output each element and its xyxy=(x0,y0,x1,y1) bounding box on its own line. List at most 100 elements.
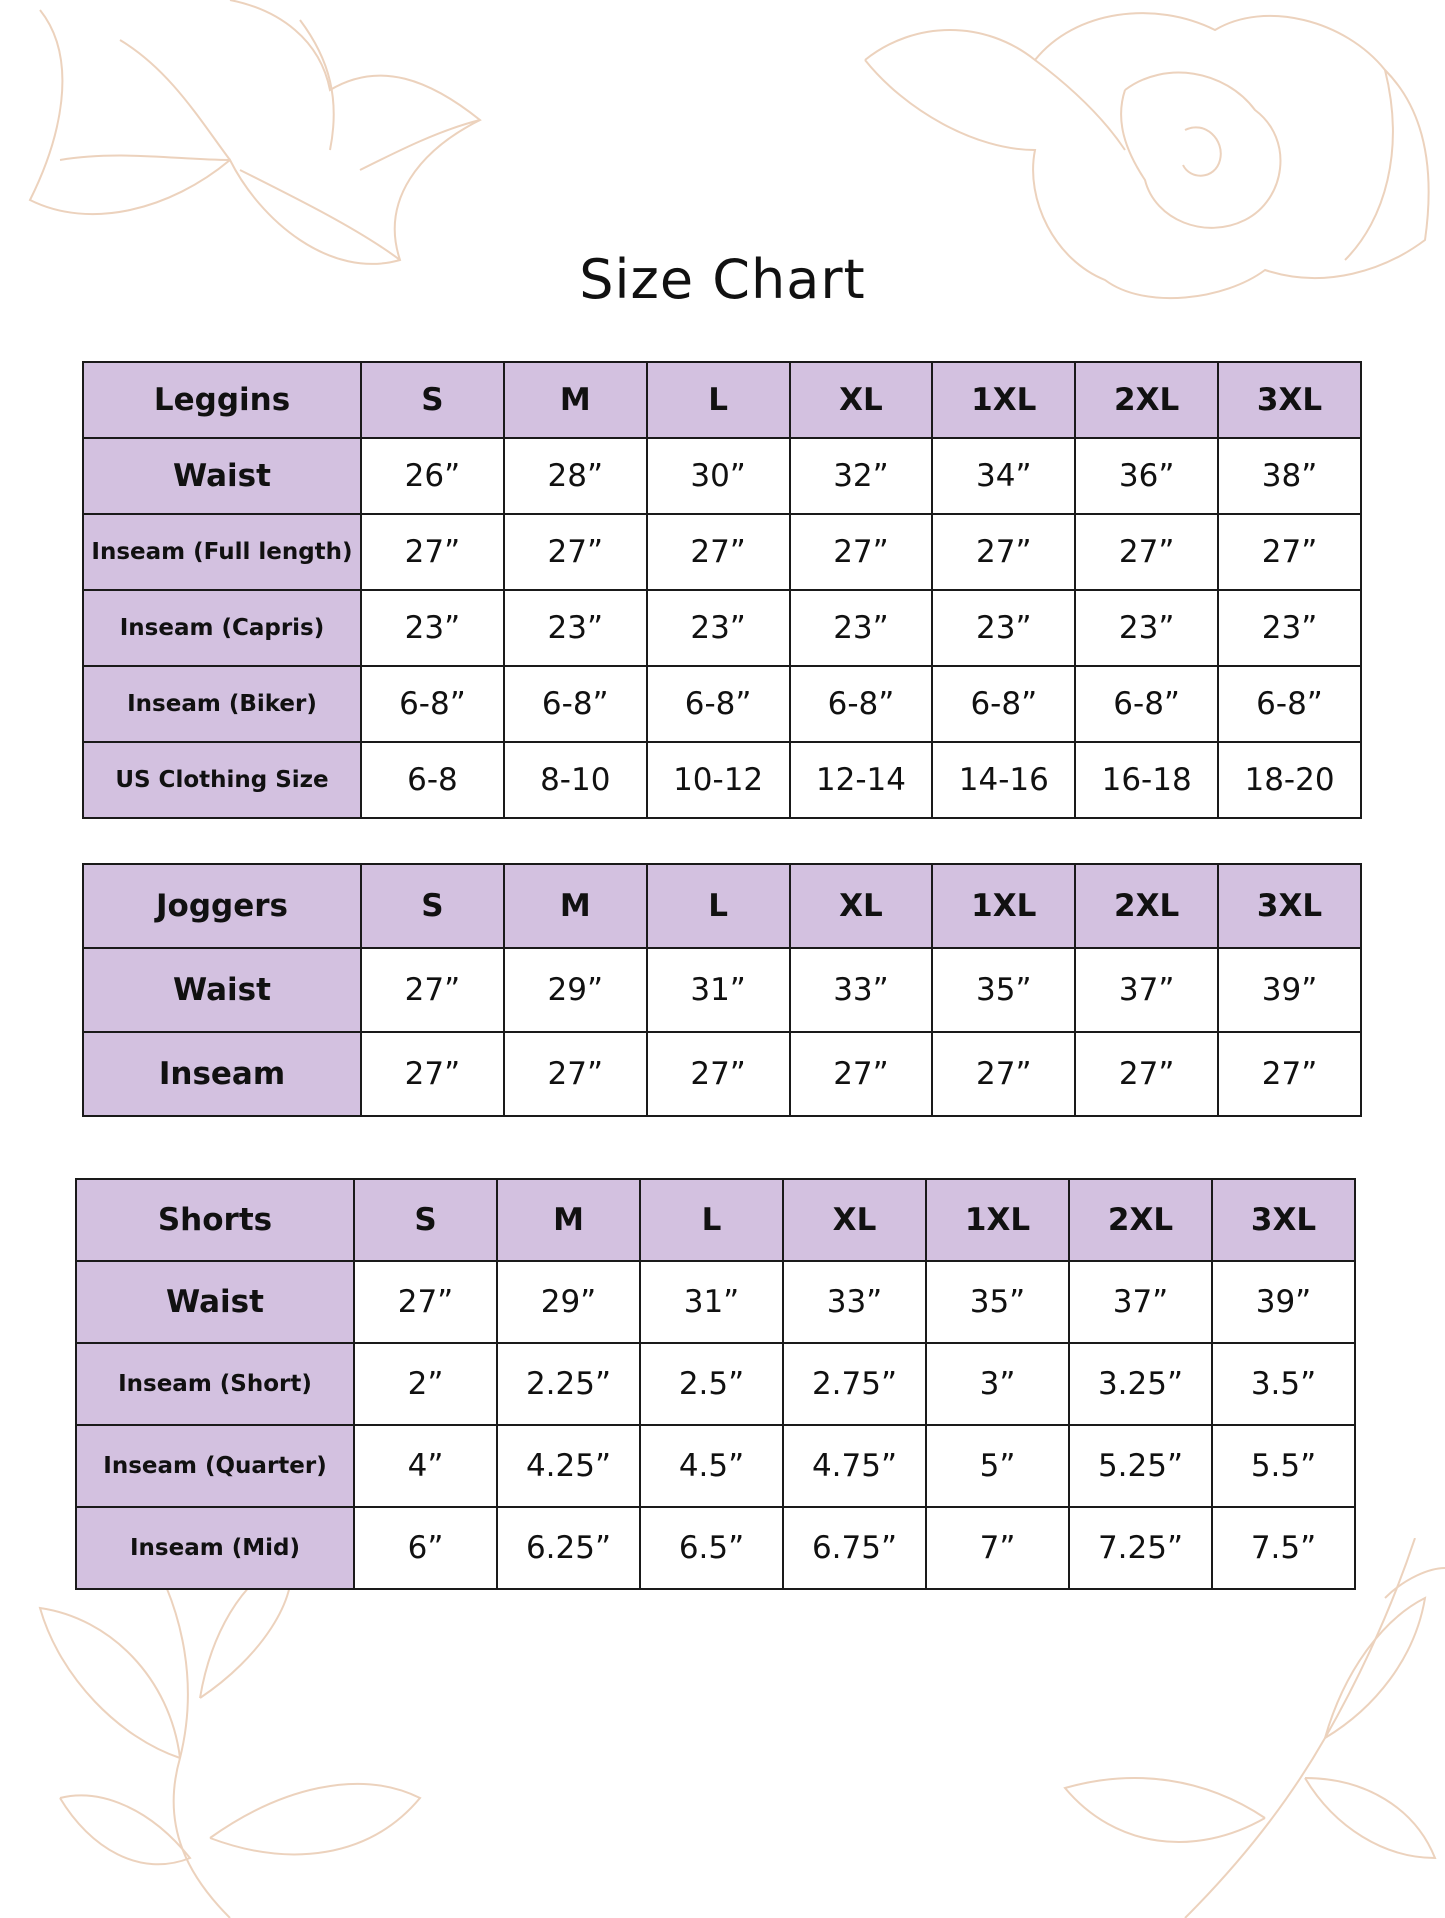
size-header-cell: L xyxy=(645,863,791,949)
measurement-cell: 4.5” xyxy=(639,1424,784,1508)
measurement-cell: 8-10 xyxy=(502,741,648,819)
table-row: US Clothing Size 6-8 8-10 10-12 12-14 14-16 16… xyxy=(82,741,1362,819)
measurement-cell: 31” xyxy=(645,947,791,1033)
measurement-cell: 30” xyxy=(645,437,791,515)
measurement-cell: 12-14 xyxy=(788,741,934,819)
row-label-cell: Inseam (Capris) xyxy=(82,589,362,667)
measurement-cell: 37” xyxy=(1074,947,1220,1033)
measurement-cell: 4.75” xyxy=(782,1424,927,1508)
size-header-cell: XL xyxy=(782,1178,927,1262)
table-row: Inseam (Quarter) 4” 4.25” 4.5” 4.75” 5” 5.25” 5… xyxy=(75,1424,1356,1508)
measurement-cell: 27” xyxy=(1074,1031,1220,1117)
measurement-cell: 33” xyxy=(788,947,934,1033)
measurement-cell: 14-16 xyxy=(931,741,1077,819)
row-label-cell: Inseam (Biker) xyxy=(82,665,362,743)
measurement-cell: 23” xyxy=(360,589,505,667)
size-header-cell: XL xyxy=(788,863,934,949)
measurement-cell: 27” xyxy=(645,513,791,591)
size-header-cell: M xyxy=(502,361,648,439)
measurement-cell: 3” xyxy=(925,1342,1070,1426)
size-header-cell: 2XL xyxy=(1074,361,1220,439)
row-label-cell: US Clothing Size xyxy=(82,741,362,819)
measurement-cell: 27” xyxy=(931,1031,1077,1117)
measurement-cell: 6-8” xyxy=(502,665,648,743)
measurement-cell: 6-8 xyxy=(360,741,505,819)
shorts-size-table: Shorts S M L XL 1XL 2XL 3XL Waist 27” 29” 31” 33” 35”… xyxy=(75,1178,1356,1590)
table-name-cell: Shorts xyxy=(75,1178,355,1262)
measurement-cell: 27” xyxy=(502,1031,648,1117)
size-header-cell: L xyxy=(645,361,791,439)
measurement-cell: 31” xyxy=(639,1260,784,1344)
row-label-cell: Waist xyxy=(82,947,362,1033)
leggins-size-table: Leggins S M L XL 1XL 2XL 3XL Waist 26” 28” 30” 32” 34… xyxy=(82,361,1362,819)
measurement-cell: 23” xyxy=(502,589,648,667)
table-row: Waist 27” 29” 31” 33” 35” 37” 39” xyxy=(82,947,1362,1033)
measurement-cell: 6” xyxy=(353,1506,498,1590)
measurement-cell: 27” xyxy=(502,513,648,591)
measurement-cell: 18-20 xyxy=(1217,741,1362,819)
measurement-cell: 2” xyxy=(353,1342,498,1426)
measurement-cell: 36” xyxy=(1074,437,1220,515)
measurement-cell: 27” xyxy=(1217,513,1362,591)
measurement-cell: 35” xyxy=(931,947,1077,1033)
measurement-cell: 29” xyxy=(496,1260,641,1344)
measurement-cell: 2.25” xyxy=(496,1342,641,1426)
measurement-cell: 7” xyxy=(925,1506,1070,1590)
measurement-cell: 23” xyxy=(1074,589,1220,667)
joggers-size-table: Joggers S M L XL 1XL 2XL 3XL Waist 27” 29” 31” 33” 35… xyxy=(82,863,1362,1117)
measurement-cell: 5” xyxy=(925,1424,1070,1508)
measurement-cell: 27” xyxy=(360,513,505,591)
measurement-cell: 27” xyxy=(353,1260,498,1344)
row-label-cell: Waist xyxy=(82,437,362,515)
measurement-cell: 6-8” xyxy=(931,665,1077,743)
table-header-row: Joggers S M L XL 1XL 2XL 3XL xyxy=(82,863,1362,949)
measurement-cell: 6-8” xyxy=(1074,665,1220,743)
measurement-cell: 27” xyxy=(645,1031,791,1117)
size-header-cell: 2XL xyxy=(1068,1178,1213,1262)
measurement-cell: 7.25” xyxy=(1068,1506,1213,1590)
table-row: Inseam (Short) 2” 2.25” 2.5” 2.75” 3” 3.25” 3.5… xyxy=(75,1342,1356,1426)
measurement-cell: 6.25” xyxy=(496,1506,641,1590)
floral-decoration-top-right xyxy=(864,12,1430,300)
measurement-cell: 27” xyxy=(931,513,1077,591)
table-row: Waist 26” 28” 30” 32” 34” 36” 38” xyxy=(82,437,1362,515)
measurement-cell: 39” xyxy=(1217,947,1362,1033)
measurement-cell: 23” xyxy=(645,589,791,667)
table-row: Inseam (Mid) 6” 6.25” 6.5” 6.75” 7” 7.25” 7.5” xyxy=(75,1506,1356,1590)
measurement-cell: 34” xyxy=(931,437,1077,515)
measurement-cell: 5.5” xyxy=(1211,1424,1356,1508)
size-header-cell: S xyxy=(353,1178,498,1262)
size-header-cell: M xyxy=(496,1178,641,1262)
size-header-cell: M xyxy=(502,863,648,949)
measurement-cell: 23” xyxy=(931,589,1077,667)
table-row: Inseam (Full length) 27” 27” 27” 27” 27” 27” 27… xyxy=(82,513,1362,591)
measurement-cell: 23” xyxy=(1217,589,1362,667)
row-label-cell: Inseam (Full length) xyxy=(82,513,362,591)
row-label-cell: Waist xyxy=(75,1260,355,1344)
size-header-cell: 3XL xyxy=(1217,863,1362,949)
measurement-cell: 5.25” xyxy=(1068,1424,1213,1508)
size-header-cell: 3XL xyxy=(1217,361,1362,439)
measurement-cell: 2.75” xyxy=(782,1342,927,1426)
measurement-cell: 23” xyxy=(788,589,934,667)
size-header-cell: 1XL xyxy=(931,361,1077,439)
table-row: Waist 27” 29” 31” 33” 35” 37” 39” xyxy=(75,1260,1356,1344)
size-header-cell: 1XL xyxy=(925,1178,1070,1262)
table-name-cell: Leggins xyxy=(82,361,362,439)
size-header-cell: S xyxy=(360,863,505,949)
measurement-cell: 6-8” xyxy=(788,665,934,743)
floral-decoration-top-left xyxy=(28,0,482,265)
row-label-cell: Inseam (Quarter) xyxy=(75,1424,355,1508)
measurement-cell: 10-12 xyxy=(645,741,791,819)
measurement-cell: 35” xyxy=(925,1260,1070,1344)
measurement-cell: 38” xyxy=(1217,437,1362,515)
measurement-cell: 6-8” xyxy=(1217,665,1362,743)
measurement-cell: 16-18 xyxy=(1074,741,1220,819)
size-header-cell: 3XL xyxy=(1211,1178,1356,1262)
measurement-cell: 4” xyxy=(353,1424,498,1508)
table-header-row: Leggins S M L XL 1XL 2XL 3XL xyxy=(82,361,1362,439)
row-label-cell: Inseam (Mid) xyxy=(75,1506,355,1590)
table-row: Inseam (Biker) 6-8” 6-8” 6-8” 6-8” 6-8” 6-8” 6-… xyxy=(82,665,1362,743)
measurement-cell: 33” xyxy=(782,1260,927,1344)
measurement-cell: 6.5” xyxy=(639,1506,784,1590)
